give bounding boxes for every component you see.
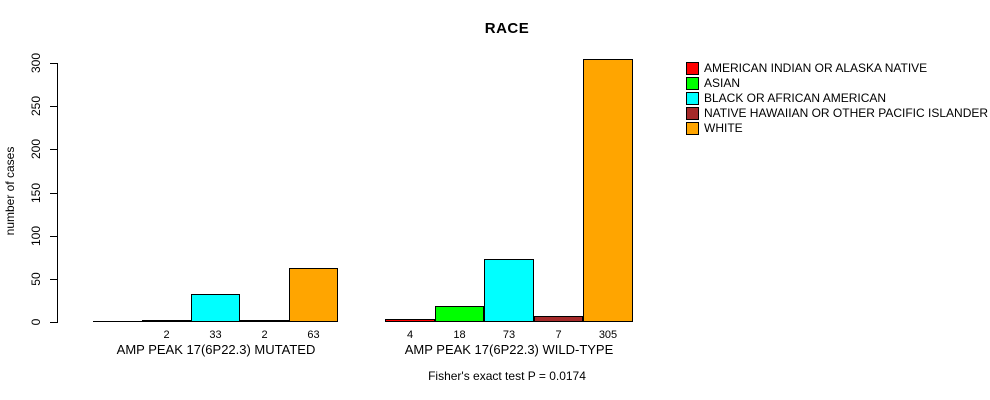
bar-mutated-black-or-african-american — [191, 294, 240, 322]
legend-swatch-icon — [686, 92, 699, 105]
bar-value-label: 7 — [555, 329, 562, 341]
y-tick-label: 50 — [29, 272, 43, 286]
legend-label: AMERICAN INDIAN OR ALASKA NATIVE — [704, 61, 928, 75]
y-tick-mark — [50, 63, 57, 64]
legend-swatch-icon — [686, 107, 699, 120]
bar-value-label: 73 — [502, 329, 516, 341]
bar-value-label: 2 — [163, 329, 170, 341]
group-label-mutated: AMP PEAK 17(6P22.3) MUTATED — [116, 342, 316, 357]
legend-item-american-indian-or-alaska-native: AMERICAN INDIAN OR ALASKA NATIVE — [686, 61, 988, 76]
y-tick-mark — [50, 193, 57, 194]
y-tick-mark — [50, 149, 57, 150]
y-tick-label: 300 — [29, 52, 43, 74]
bar-mutated-american-indian-or-alaska-native — [93, 321, 142, 322]
bar-value-label: 2 — [261, 329, 268, 341]
bar-mutated-native-hawaiian-or-other-pacific-islander — [240, 320, 289, 322]
y-tick-mark — [50, 106, 57, 107]
y-tick-label: 200 — [29, 138, 43, 160]
bar-wild-type-white — [583, 59, 633, 322]
legend-label: NATIVE HAWAIIAN OR OTHER PACIFIC ISLANDE… — [704, 106, 989, 120]
y-tick-mark — [50, 279, 57, 280]
bar-wild-type-native-hawaiian-or-other-pacific-islander — [534, 316, 583, 322]
legend-label: WHITE — [704, 121, 743, 135]
bar-mutated-white — [289, 268, 338, 322]
legend-item-asian: ASIAN — [686, 76, 988, 91]
legend-swatch-icon — [686, 77, 699, 90]
legend-item-black-or-african-american: BLACK OR AFRICAN AMERICAN — [686, 91, 988, 106]
bar-wild-type-black-or-african-american — [484, 259, 534, 322]
y-tick-label: 0 — [29, 318, 43, 326]
legend-item-native-hawaiian-or-other-pacific-islander: NATIVE HAWAIIAN OR OTHER PACIFIC ISLANDE… — [686, 106, 988, 121]
bar-value-label: 63 — [307, 329, 320, 341]
fisher-test-annotation: Fisher's exact test P = 0.0174 — [428, 369, 586, 383]
legend-label: BLACK OR AFRICAN AMERICAN — [704, 91, 887, 105]
group-label-wild-type: AMP PEAK 17(6P22.3) WILD-TYPE — [404, 342, 614, 357]
y-axis-line — [57, 63, 58, 323]
bar-value-label: 33 — [209, 329, 222, 341]
bar-value-label: 305 — [598, 329, 618, 341]
bar-value-label: 4 — [406, 329, 414, 341]
y-tick-label: 100 — [29, 225, 43, 247]
y-tick-label: 250 — [29, 95, 43, 117]
legend-label: ASIAN — [704, 76, 741, 90]
y-axis-label: number of cases — [3, 146, 17, 236]
legend-swatch-icon — [686, 122, 699, 135]
chart-title: RACE — [484, 20, 530, 37]
bar-wild-type-american-indian-or-alaska-native — [385, 319, 435, 322]
legend-swatch-icon — [686, 62, 699, 75]
bar-mutated-asian — [142, 320, 191, 322]
bar-value-label: 18 — [453, 329, 466, 341]
y-tick-mark — [50, 322, 57, 323]
legend-item-white: WHITE — [686, 121, 988, 136]
y-tick-mark — [50, 236, 57, 237]
bar-wild-type-asian — [435, 306, 484, 322]
y-tick-label: 150 — [29, 182, 43, 204]
legend: AMERICAN INDIAN OR ALASKA NATIVE ASIAN BLA… — [686, 61, 988, 136]
